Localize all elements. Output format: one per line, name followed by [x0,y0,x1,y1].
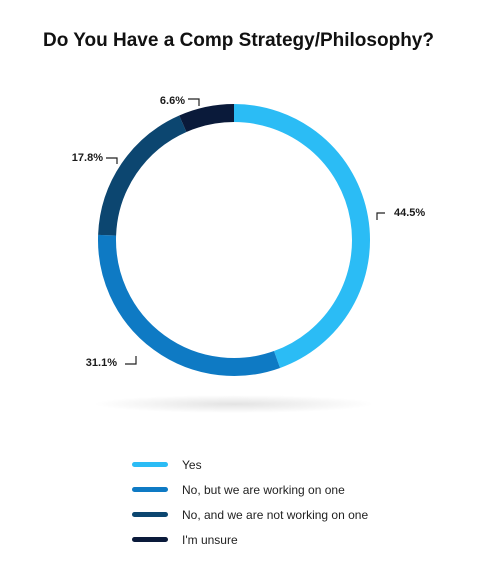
legend-item-no-not-working[interactable]: No, and we are not working on one [132,502,368,527]
slice-label-yes: 44.5% [394,207,425,219]
chart-title: Do You Have a Comp Strategy/Philosophy? [43,30,434,51]
slice-label-no-working: 31.1% [86,357,117,369]
label-leader-line [376,212,385,220]
legend-swatch [132,512,168,517]
legend-label: No, and we are not working on one [182,507,369,522]
label-leader-line [125,356,137,365]
slice-unsure[interactable] [179,104,235,133]
slice-label-no-not-working: 17.8% [72,152,103,164]
legend-label: Yes [182,457,202,472]
legend-label: No, but we are working on one [182,482,345,497]
legend: Yes No, but we are working on one No, an… [132,452,368,552]
slice-no-working[interactable] [98,234,281,376]
label-leader-line [188,98,200,106]
legend-label: I'm unsure [182,532,238,547]
legend-swatch [132,462,168,467]
chart-shadow [94,395,374,413]
slice-no-not-working[interactable] [98,115,187,236]
legend-swatch [132,487,168,492]
legend-swatch [132,537,168,542]
label-leader-line [106,157,118,164]
legend-item-no-working[interactable]: No, but we are working on one [132,477,368,502]
legend-item-yes[interactable]: Yes [132,452,368,477]
slice-label-unsure: 6.6% [160,95,185,107]
legend-item-unsure[interactable]: I'm unsure [132,527,368,552]
slice-yes[interactable] [233,104,370,368]
